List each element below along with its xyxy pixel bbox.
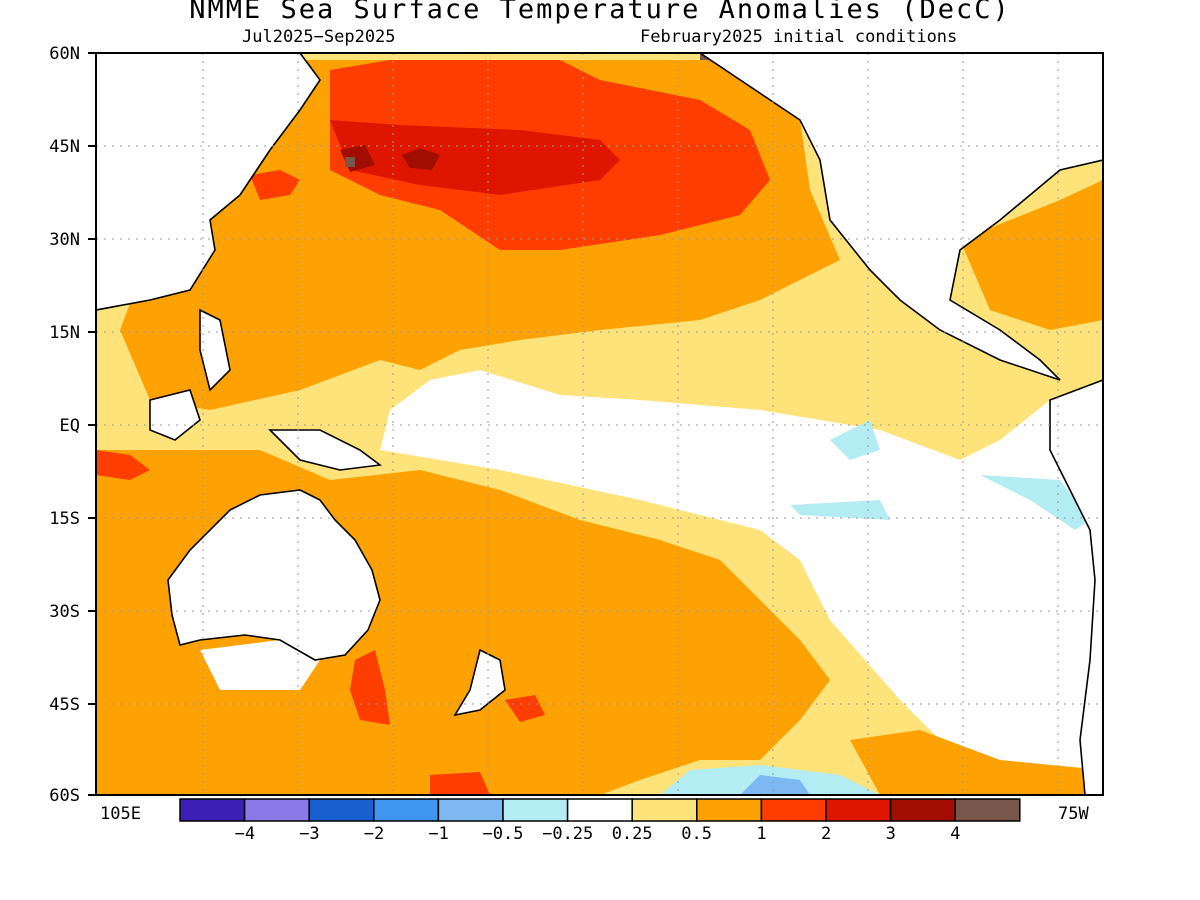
asia-land: [96, 53, 321, 311]
lat-label-45s: 45S: [49, 695, 80, 715]
colorbar-swatch: [243, 798, 310, 822]
lat-label-eq: EQ: [59, 416, 80, 436]
colorbar-tick-label: −4: [234, 824, 256, 844]
anomaly-region-neg-0.5-1-southern: [740, 775, 810, 795]
lat-label-15s: 15S: [49, 509, 80, 529]
anomaly-region-neg-0.25-0.5-south: [790, 500, 890, 520]
anomaly-region-1-2-indonesia: [96, 450, 150, 480]
colorbar-tick-label: 3: [885, 824, 896, 844]
borneo-land: [149, 389, 201, 441]
coastlines: [96, 53, 1103, 795]
colorbar-tick-label: −3: [299, 824, 320, 844]
colorbar-swatch: [954, 798, 1021, 822]
neutral-patch-east-pacific: [780, 520, 1040, 680]
colorbar-swatch: [179, 798, 246, 822]
lon-label-75w: 75W: [1058, 804, 1089, 824]
colorbar-swatch: [566, 798, 633, 822]
colorbar-swatch: [631, 798, 698, 822]
lon-label-105e: 105E: [100, 804, 141, 824]
lat-label-60s: 60S: [49, 786, 80, 806]
colorbar-tick-label: −0.25: [542, 824, 594, 844]
colorbar-tick-label: 2: [821, 824, 832, 844]
colorbar-swatch: [502, 798, 569, 822]
colorbar-tick-label: 0.5: [681, 824, 713, 844]
anomaly-region-3-4-north-pacific: [340, 145, 440, 172]
axis-ticks: [88, 52, 96, 796]
anomaly-region-1-2-new-zealand: [505, 695, 545, 722]
anomaly-region-1-2-japan: [250, 170, 300, 200]
anomaly-region-0.5-1-east-pacific: [850, 730, 1103, 795]
forecast-period: Jul2025−Sep2025: [242, 27, 396, 47]
colorbar-tick-label: 0.25: [611, 824, 653, 844]
colorbar-swatch: [437, 798, 504, 822]
colorbar-swatch: [825, 798, 892, 822]
south-america-land: [1049, 379, 1103, 795]
lat-label-15n: 15N: [49, 323, 80, 343]
colorbar-swatch: [889, 798, 956, 822]
colorbar-tick-label: 4: [950, 824, 961, 844]
new-zealand-land: [453, 648, 506, 717]
colorbar-tick-label: −0.5: [482, 824, 524, 844]
colorbar-swatch: [696, 798, 763, 822]
map-title: NMME Sea Surface Temperature Anomalies (…: [189, 0, 1011, 25]
neutral-patch-south: [200, 640, 320, 690]
colorbar-swatch: [760, 798, 827, 822]
lat-label-30s: 30S: [49, 602, 80, 622]
colorbar-tick-label: −1: [428, 824, 449, 844]
colorbar-tick-label: 1: [756, 824, 767, 844]
philippines-land: [199, 308, 231, 392]
colorbar-swatch: [308, 798, 375, 822]
anomaly-region-1-2-southern-ocean: [430, 772, 490, 795]
lat-label-60n: 60N: [49, 44, 80, 64]
anomaly-region-neg-0.25-0.5-peru: [980, 475, 1090, 530]
north-america-land: [698, 53, 1103, 381]
anomaly-region-2-3-north-pacific: [330, 120, 620, 195]
initial-conditions-label: February2025 initial conditions: [640, 27, 958, 47]
lat-label-30n: 30N: [49, 230, 80, 250]
anomaly-region-0.5-1-atlantic: [960, 180, 1103, 330]
anomaly-region-1-2-tasman: [350, 650, 390, 725]
colorbar-swatch: [373, 798, 440, 822]
colorbar-tick-label: −2: [363, 824, 385, 844]
new-guinea-land: [268, 429, 383, 471]
lat-label-45n: 45N: [49, 137, 80, 157]
colorbar: [179, 798, 1021, 822]
australia-land: [167, 489, 381, 661]
